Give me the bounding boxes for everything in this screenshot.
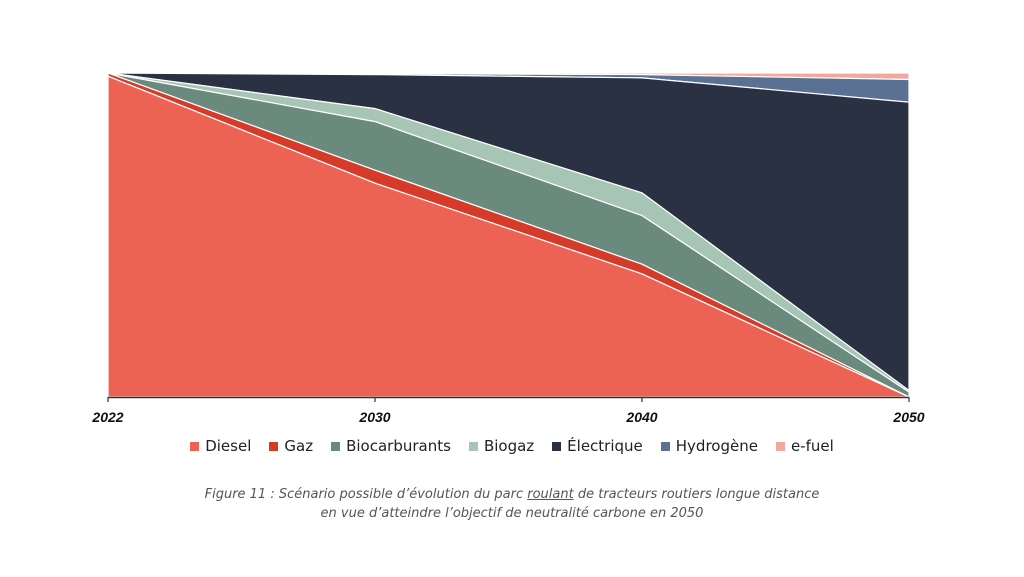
- legend-item: Hydrogène: [660, 437, 758, 455]
- legend-label: Hydrogène: [675, 437, 758, 455]
- figure-caption: Figure 11 : Scénario possible d’évolutio…: [0, 485, 1024, 523]
- legend-label: e-fuel: [790, 437, 834, 455]
- caption-line-1: Figure 11 : Scénario possible d’évolutio…: [0, 485, 1024, 504]
- legend-swatch: [269, 441, 279, 451]
- legend-item: Électrique: [552, 437, 643, 455]
- legend-label: Gaz: [284, 437, 314, 455]
- chart-legend: Diesel Gaz Biocarburants Biogaz Électrique Hy…: [0, 437, 1024, 455]
- legend-label: Diesel: [205, 437, 252, 455]
- legend-label: Biogaz: [483, 437, 535, 455]
- legend-item: Gaz: [269, 437, 313, 455]
- x-tick-label: 2022: [91, 409, 123, 425]
- x-tick-label: 2030: [358, 409, 390, 425]
- legend-swatch: [660, 441, 670, 451]
- legend-item: Biocarburants: [331, 437, 451, 455]
- legend-swatch: [775, 441, 785, 451]
- caption-text-continued: de tracteurs routiers longue distance: [573, 487, 820, 502]
- x-tick-label: 2040: [625, 409, 657, 425]
- legend-label: Électrique: [567, 437, 643, 455]
- caption-line-2: en vue d’atteindre l’objectif de neutral…: [320, 506, 704, 521]
- legend-item: e-fuel: [775, 437, 834, 455]
- legend-item: Diesel: [190, 437, 251, 455]
- legend-swatch: [468, 441, 478, 451]
- x-tick-label: 2050: [892, 409, 924, 425]
- legend-label: Biocarburants: [346, 437, 451, 455]
- caption-text: Figure 11 : Scénario possible d’évolutio…: [204, 487, 528, 502]
- legend-swatch: [331, 441, 341, 451]
- legend-item: Biogaz: [468, 437, 535, 455]
- caption-underlined-word: roulant: [527, 487, 574, 502]
- x-axis-ticks: 2022 2030 2040 2050: [91, 397, 925, 425]
- chart-areas: [107, 72, 910, 398]
- legend-swatch: [190, 441, 200, 451]
- legend-swatch: [552, 441, 562, 451]
